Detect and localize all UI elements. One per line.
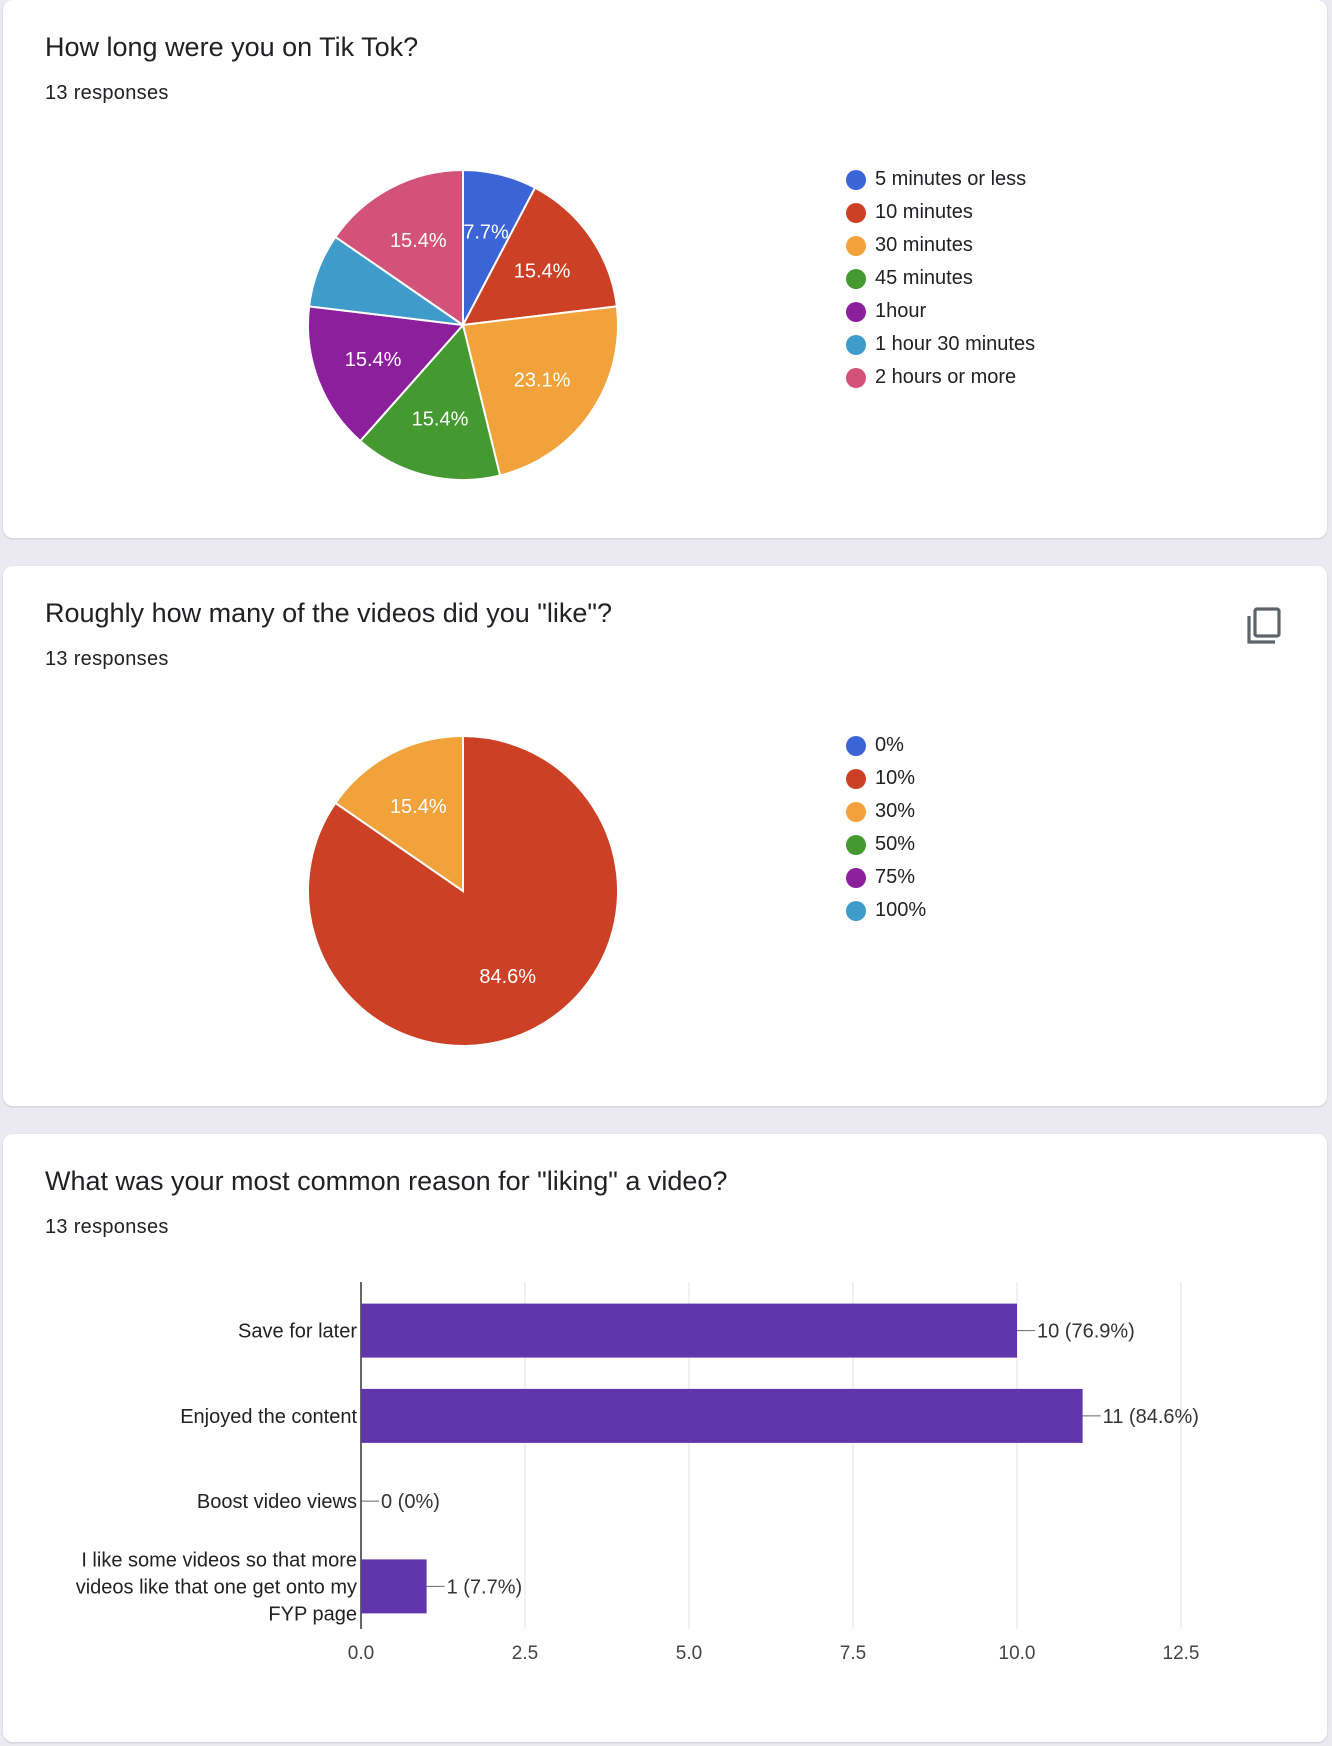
legend-item: 30 minutes [846, 229, 1035, 262]
legend-label: 30% [875, 800, 916, 822]
question-title: Roughly how many of the videos did you "… [45, 598, 612, 628]
legend-swatch [846, 801, 866, 822]
pie-slice-6 [334, 168, 464, 327]
category-label: I like some videos so that more [81, 1549, 357, 1571]
pie-slice-label: 15.4% [412, 408, 469, 430]
pie-slice-label: 7.7% [463, 222, 509, 244]
legend-label: 0% [875, 734, 904, 756]
legend-item: 75% [846, 861, 926, 894]
question-card-like-reason: What was your most common reason for "li… [3, 1134, 1327, 1742]
bar-value-label: 0 (0%) [381, 1491, 440, 1513]
x-tick-label: 12.5 [1163, 1643, 1200, 1664]
legend-item: 50% [846, 828, 926, 861]
pie-slice-label: 15.4% [390, 230, 447, 252]
legend-swatch [846, 867, 866, 888]
legend-item: 100% [846, 894, 926, 927]
legend-label: 45 minutes [875, 267, 973, 289]
legend-item: 2 hours or more [846, 361, 1035, 394]
legend-label: 1 hour 30 minutes [875, 333, 1036, 355]
legend-swatch [846, 301, 866, 322]
legend-label: 100% [875, 899, 927, 921]
pie-slice-label: 15.4% [390, 796, 447, 818]
legend-item: 1hour [846, 295, 1035, 328]
pie-slice-1 [461, 186, 618, 327]
pie-slice-label: 84.6% [479, 966, 536, 988]
category-label: Save for later [238, 1321, 357, 1343]
pie-slice-label: 15.4% [345, 349, 402, 371]
pie-slice-label: 23.1% [514, 370, 571, 392]
response-count: 13 responses [45, 82, 169, 104]
bar [361, 1388, 1083, 1443]
legend-swatch [846, 367, 866, 388]
legend-swatch [846, 268, 866, 289]
pie-slice-2 [334, 734, 464, 893]
bar-value-label: 10 (76.9%) [1037, 1321, 1135, 1343]
bar-value-label: 11 (84.6%) [1103, 1406, 1199, 1428]
legend-item: 30% [846, 795, 926, 828]
copy-chart-button[interactable] [1241, 604, 1285, 648]
question-title: How long were you on Tik Tok? [45, 32, 419, 62]
legend-swatch [846, 735, 866, 756]
legend-label: 75% [875, 866, 916, 888]
legend-label: 10 minutes [875, 201, 973, 223]
x-tick-label: 2.5 [512, 1643, 538, 1664]
pie-chart-likes: 84.6% 15.4% [307, 734, 619, 1047]
pie-slice-2 [461, 305, 619, 477]
copy-icon [1247, 607, 1281, 644]
legend-swatch [846, 169, 866, 190]
legend-item: 10% [846, 762, 926, 795]
x-tick-label: 10.0 [999, 1643, 1036, 1664]
pie-slice-4 [307, 305, 466, 443]
legend-swatch [846, 334, 866, 355]
legend-likes: 0% 10% 30% 50% 75% 100% [846, 729, 926, 927]
category-label: FYP page [268, 1603, 357, 1625]
x-tick-label: 5.0 [676, 1643, 702, 1664]
bar [361, 1303, 1017, 1358]
legend-swatch [846, 834, 866, 855]
pie-slice-3 [358, 322, 502, 481]
x-tick-label: 0.0 [348, 1643, 374, 1664]
category-label: Boost video views [197, 1491, 357, 1513]
legend-label: 10% [875, 767, 916, 789]
category-label: videos like that one get onto my [76, 1576, 357, 1598]
legend-item: 45 minutes [846, 262, 1035, 295]
pie-slice-label: 15.4% [514, 260, 571, 282]
legend-swatch [846, 768, 866, 789]
legend-label: 50% [875, 833, 916, 855]
legend-label: 30 minutes [875, 234, 973, 256]
category-label: Enjoyed the content [180, 1406, 357, 1428]
x-tick-label: 7.5 [840, 1643, 866, 1664]
question-card-likes-share: Roughly how many of the videos did you "… [3, 566, 1327, 1106]
response-count: 13 responses [45, 648, 169, 670]
legend-item: 10 minutes [846, 196, 1035, 229]
legend-label: 5 minutes or less [875, 168, 1027, 190]
legend-item: 1 hour 30 minutes [846, 328, 1035, 361]
legend-label: 1hour [875, 300, 927, 322]
question-title: What was your most common reason for "li… [45, 1166, 728, 1196]
legend-swatch [846, 900, 866, 921]
bar-value-label: 1 (7.7%) [447, 1576, 523, 1598]
legend-duration: 5 minutes or less 10 minutes 30 minutes 45 … [846, 163, 1035, 394]
response-count: 13 responses [45, 1216, 169, 1238]
bar [361, 1559, 427, 1614]
legend-swatch [846, 235, 866, 256]
legend-swatch [846, 202, 866, 223]
question-card-tiktok-duration: How long were you on Tik Tok? 13 respons… [3, 0, 1327, 538]
legend-label: 2 hours or more [875, 366, 1017, 388]
legend-item: 0% [846, 729, 926, 762]
legend-item: 5 minutes or less [846, 163, 1035, 196]
bar-chart-reasons: 0.0 2.5 5.0 7.5 10.0 12.5 10 (76.9%) Save for l… [76, 1282, 1200, 1664]
pie-chart-duration: 7.7%15.4%23.1%15.4%15.4%15.4% [307, 168, 619, 481]
